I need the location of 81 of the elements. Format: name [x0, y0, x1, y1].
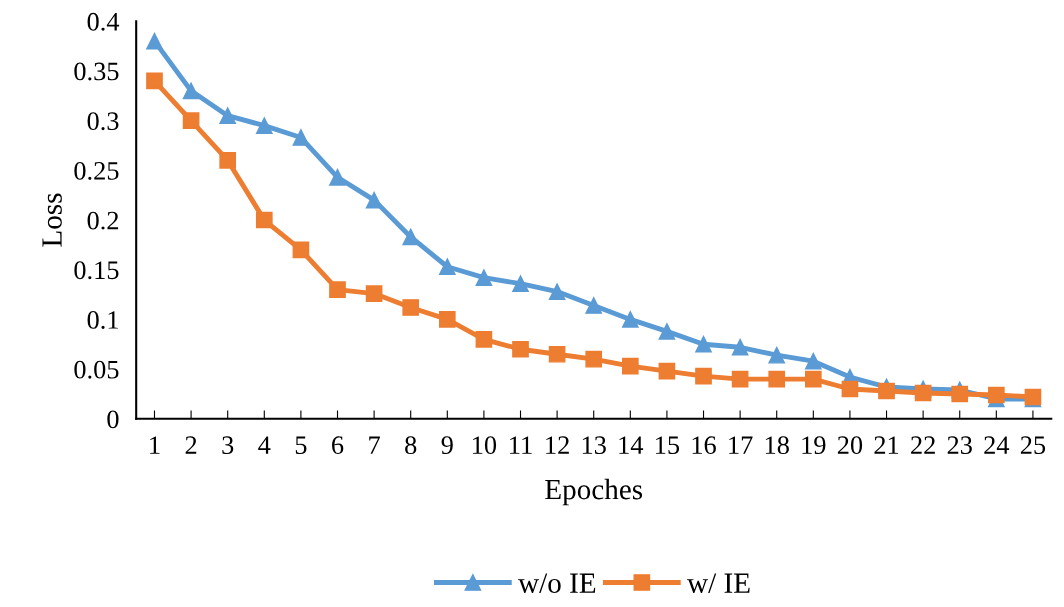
y-tick-label: 0.1: [87, 311, 118, 329]
y-tick-label: 0.35: [74, 62, 119, 81]
y-tick-label: 0: [107, 410, 119, 429]
point: [768, 370, 786, 388]
point: [219, 152, 237, 169]
point: [658, 362, 676, 380]
x-tick-label: 11: [510, 436, 532, 454]
y-axis-title: Loss: [42, 193, 62, 247]
x-tick-label: 1: [150, 436, 160, 454]
x-tick-label: 6: [332, 436, 344, 455]
x-tick-label: 13: [582, 436, 606, 455]
point: [255, 117, 273, 134]
point: [512, 340, 529, 358]
x-tick-label: 16: [692, 436, 716, 455]
x-tick-label: 9: [441, 436, 453, 455]
point: [621, 311, 639, 328]
point: [658, 323, 676, 340]
point: [695, 335, 712, 353]
point: [438, 311, 456, 328]
y-tick-label: 0.15: [74, 261, 119, 280]
x-tick-label: 2: [185, 436, 197, 454]
x-tick-label: 25: [1020, 436, 1046, 455]
y-tick-label: 0.25: [74, 161, 119, 180]
point: [878, 382, 895, 400]
point: [402, 228, 420, 246]
point: [365, 191, 383, 209]
point: [182, 82, 200, 100]
point: [914, 384, 932, 402]
x-tick-label: 12: [546, 436, 569, 454]
point: [475, 330, 493, 348]
point: [548, 345, 566, 363]
point: [695, 367, 712, 385]
point: [512, 275, 529, 292]
point: [255, 211, 273, 229]
x-tick-label: 15: [656, 436, 680, 455]
x-tick-label: 23: [947, 436, 972, 455]
y-tick-label: 0.3: [87, 112, 119, 131]
point: [731, 338, 749, 356]
point: [329, 168, 346, 186]
point: [219, 107, 237, 125]
x-tick-label: 10: [473, 436, 497, 455]
point: [548, 283, 566, 300]
y-tick-label: 0.4: [87, 12, 120, 31]
point: [841, 380, 859, 398]
point: [329, 281, 346, 298]
point: [804, 352, 822, 370]
x-tick-label: 7: [369, 436, 380, 454]
x-tick-label: 18: [765, 436, 789, 455]
x-tick-label: 4: [258, 436, 271, 454]
x-tick-label: 17: [729, 436, 753, 454]
point: [146, 72, 163, 90]
point: [292, 241, 310, 259]
point: [146, 32, 163, 50]
x-tick-label: 8: [405, 436, 417, 455]
point: [475, 269, 493, 287]
x-tick-label: 14: [619, 436, 644, 454]
point: [987, 386, 1005, 404]
point: [585, 350, 603, 368]
x-tick-label: 5: [295, 436, 307, 455]
point: [365, 285, 383, 302]
x-tick-label: 22: [911, 436, 935, 454]
x-tick-label: 24: [984, 436, 1010, 454]
legend-label: w/o IE: [518, 573, 596, 594]
y-tick-label: 0.05: [74, 360, 119, 379]
point: [768, 346, 786, 364]
point: [804, 370, 822, 388]
legend-label: w/ IE: [687, 573, 750, 594]
point: [621, 357, 639, 375]
point: [438, 258, 456, 276]
point: [731, 370, 749, 388]
x-tick-label: 19: [802, 436, 826, 455]
x-tick-label: 20: [837, 436, 863, 455]
point: [182, 112, 200, 129]
point: [951, 385, 969, 403]
point: [402, 299, 420, 316]
point: [292, 129, 310, 146]
point: [585, 297, 603, 314]
x-axis-title: Epoches: [545, 478, 643, 506]
x-tick-label: 3: [222, 436, 234, 455]
x-tick-label: 21: [874, 436, 899, 454]
y-tick-label: 0.2: [87, 211, 119, 230]
